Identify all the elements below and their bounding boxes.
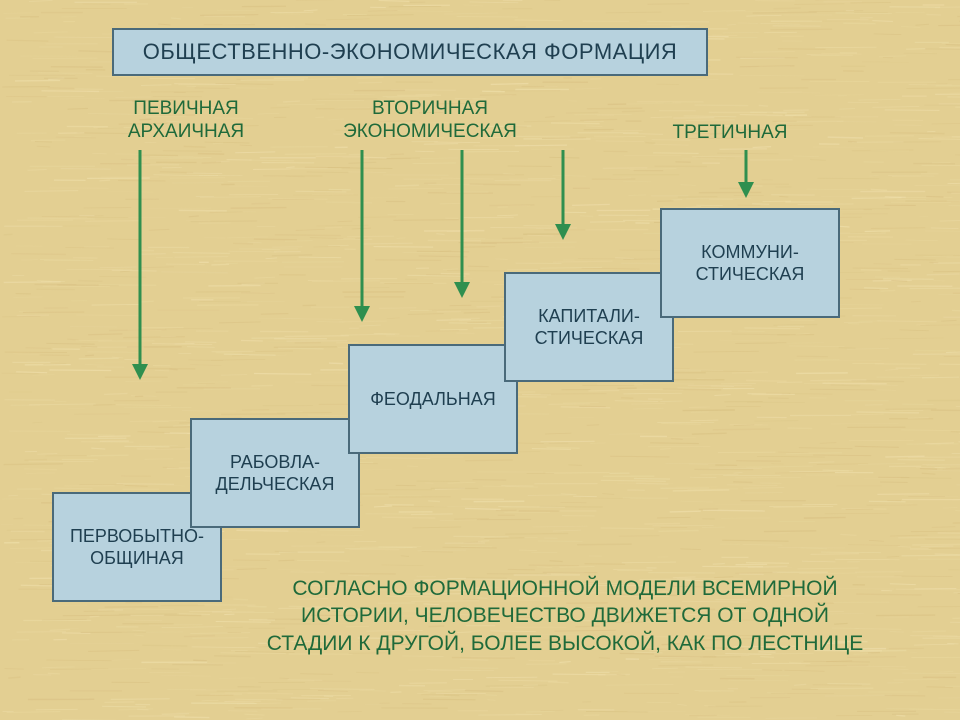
step-capitalist: КАПИТАЛИ- СТИЧЕСКАЯ [504, 272, 674, 382]
step-communist: КОММУНИ- СТИЧЕСКАЯ [660, 208, 840, 318]
diagram-canvas: ОБЩЕСТВЕННО-ЭКОНОМИЧЕСКАЯ ФОРМАЦИЯ ПЕВИЧ… [0, 0, 960, 720]
step-feudal: ФЕОДАЛЬНАЯ [348, 344, 518, 454]
caption-text: СОГЛАСНО ФОРМАЦИОННОЙ МОДЕЛИ ВСЕМИРНОЙ И… [260, 575, 870, 657]
step-slaveholding: РАБОВЛА- ДЕЛЬЧЕСКАЯ [190, 418, 360, 528]
